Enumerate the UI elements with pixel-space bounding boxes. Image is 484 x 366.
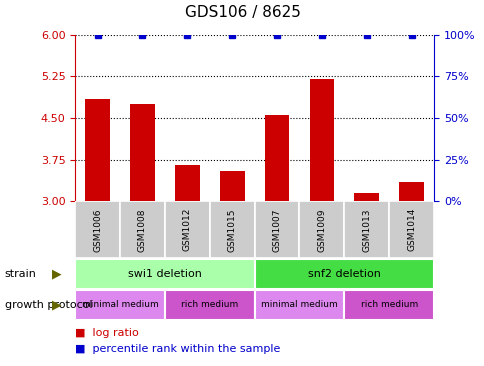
Text: GSM1012: GSM1012 bbox=[182, 208, 192, 251]
Text: minimal medium: minimal medium bbox=[260, 300, 337, 309]
Text: GSM1006: GSM1006 bbox=[93, 208, 102, 251]
Text: snf2 deletion: snf2 deletion bbox=[307, 269, 380, 279]
Bar bbox=[75, 290, 165, 320]
Text: ▶: ▶ bbox=[52, 267, 62, 280]
Text: ■  percentile rank within the sample: ■ percentile rank within the sample bbox=[75, 344, 280, 354]
Bar bbox=[219, 171, 244, 201]
Text: ■  log ratio: ■ log ratio bbox=[75, 328, 138, 337]
Text: swi1 deletion: swi1 deletion bbox=[128, 269, 201, 279]
Bar bbox=[344, 290, 433, 320]
Bar bbox=[309, 79, 333, 201]
Bar bbox=[254, 201, 299, 258]
Bar bbox=[264, 115, 289, 201]
Text: strain: strain bbox=[5, 269, 37, 279]
Text: growth protocol: growth protocol bbox=[5, 300, 92, 310]
Text: GSM1013: GSM1013 bbox=[362, 208, 371, 251]
Text: minimal medium: minimal medium bbox=[81, 300, 158, 309]
Text: rich medium: rich medium bbox=[360, 300, 417, 309]
Bar bbox=[130, 104, 154, 201]
Bar bbox=[354, 193, 378, 201]
Bar bbox=[299, 201, 344, 258]
Bar bbox=[344, 201, 388, 258]
Bar bbox=[75, 259, 254, 288]
Bar bbox=[254, 290, 344, 320]
Bar bbox=[85, 98, 110, 201]
Text: GSM1009: GSM1009 bbox=[317, 208, 326, 251]
Bar bbox=[175, 165, 199, 201]
Bar bbox=[398, 182, 423, 201]
Text: GDS106 / 8625: GDS106 / 8625 bbox=[184, 5, 300, 20]
Bar bbox=[120, 201, 165, 258]
Bar bbox=[388, 201, 433, 258]
Text: ▶: ▶ bbox=[52, 298, 62, 311]
Bar bbox=[209, 201, 254, 258]
Text: GSM1007: GSM1007 bbox=[272, 208, 281, 251]
Bar bbox=[75, 201, 120, 258]
Bar bbox=[254, 259, 433, 288]
Text: GSM1015: GSM1015 bbox=[227, 208, 236, 251]
Bar bbox=[165, 201, 209, 258]
Bar bbox=[165, 290, 254, 320]
Text: rich medium: rich medium bbox=[181, 300, 238, 309]
Text: GSM1008: GSM1008 bbox=[137, 208, 147, 251]
Text: GSM1014: GSM1014 bbox=[406, 208, 415, 251]
